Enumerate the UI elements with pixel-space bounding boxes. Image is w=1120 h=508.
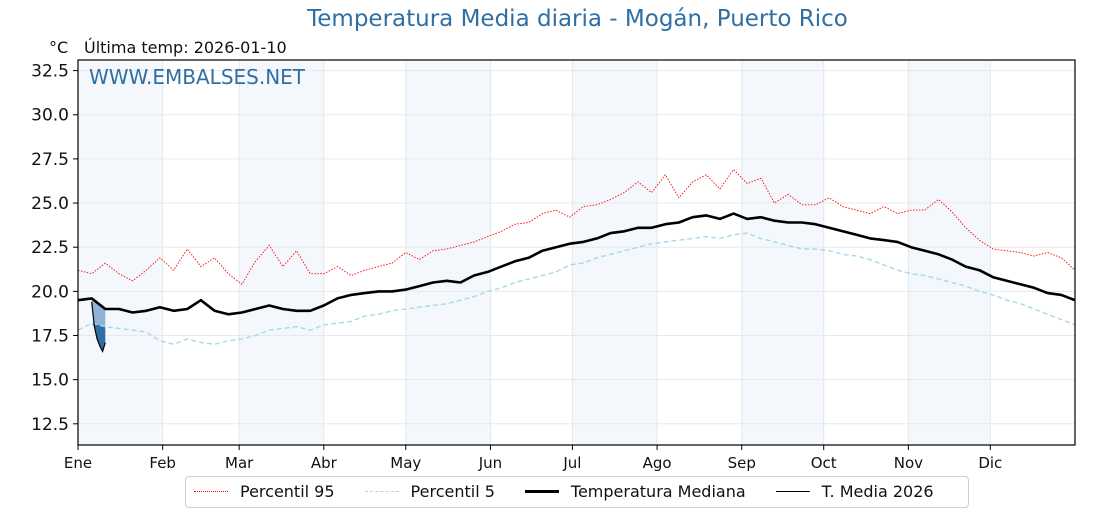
watermark: WWW.EMBALSES.NET: [89, 65, 306, 89]
fill-2026-below-p5: [91, 323, 106, 352]
legend: Percentil 95 Percentil 5 Temperatura Med…: [185, 476, 969, 508]
y-tick-label: 27.5: [31, 150, 69, 170]
x-tick-label: Jul: [562, 454, 581, 472]
y-tick-label: 25.0: [31, 194, 69, 214]
x-tick-label: Ago: [643, 454, 672, 472]
y-tick-label: 15.0: [31, 371, 69, 391]
legend-swatch-median: [524, 489, 559, 493]
x-tick-label: Abr: [311, 454, 338, 472]
last-temp-label: Última temp: 2026-01-10: [84, 38, 287, 57]
y-tick-label: 17.5: [31, 327, 69, 347]
legend-label-median: Temperatura Mediana: [570, 481, 746, 501]
x-tick-label: Oct: [811, 454, 837, 472]
month-band-nov: [908, 60, 991, 445]
series-line-p5: [77, 232, 1076, 346]
legend-label-2026: T. Media 2026: [821, 481, 934, 501]
y-tick-label: 12.5: [31, 415, 69, 435]
month-band-ene: [78, 60, 163, 445]
legend-item-p95: Percentil 95: [194, 477, 335, 505]
series-line-2026: [91, 301, 106, 353]
month-band-may: [405, 60, 491, 445]
x-tick-label: Dic: [978, 454, 1002, 472]
legend-item-2026: T. Media 2026: [775, 477, 934, 505]
y-axis-unit: °C: [49, 38, 69, 57]
month-band-mar: [239, 60, 324, 445]
x-tick-label: Ene: [64, 454, 92, 472]
legend-swatch-p95: [194, 490, 228, 492]
x-tick-label: Feb: [149, 454, 176, 472]
chart-title: Temperatura Media diaria - Mogán, Puerto…: [307, 6, 848, 32]
legend-label-p95: Percentil 95: [240, 481, 335, 501]
x-tick-label: Mar: [225, 454, 254, 472]
series-line-median: [77, 212, 1076, 316]
x-tick-label: Sep: [728, 454, 756, 472]
legend-item-median: Temperatura Mediana: [524, 477, 746, 505]
legend-label-p5: Percentil 5: [410, 481, 495, 501]
fill-2026-above-p5: [91, 298, 106, 327]
y-tick-label: 20.0: [31, 282, 69, 302]
legend-swatch-p5: [364, 490, 399, 492]
x-tick-label: Nov: [894, 454, 923, 472]
month-band-sep: [741, 60, 824, 445]
legend-item-p5: Percentil 5: [364, 477, 495, 505]
x-tick-label: May: [390, 454, 421, 472]
legend-swatch-2026: [775, 490, 810, 492]
y-tick-label: 22.5: [31, 238, 69, 258]
temperature-chart: WWW.EMBALSES.NET 12.5 15.0 17.5 20.0 22.5 25.0…: [31, 59, 1076, 472]
month-band-jul: [572, 60, 658, 445]
plot-frame: [77, 59, 1076, 446]
x-tick-label: Jun: [478, 454, 502, 472]
y-tick-label: 32.5: [31, 62, 69, 82]
y-tick-label: 30.0: [31, 106, 69, 126]
